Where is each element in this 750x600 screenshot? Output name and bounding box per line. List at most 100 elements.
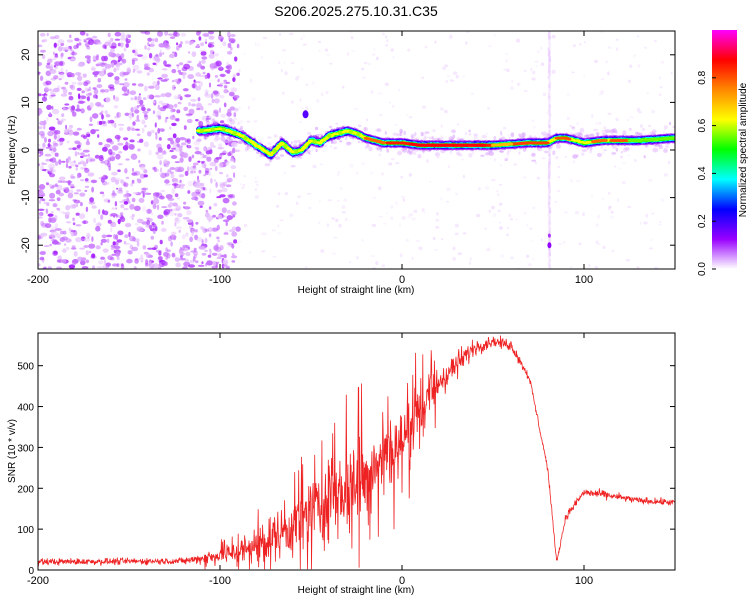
noise-blob — [548, 158, 551, 161]
noise-blob — [530, 67, 533, 72]
noise-blob — [127, 142, 131, 148]
streak-blob — [547, 75, 551, 80]
noise-blob — [217, 252, 222, 258]
noise-blob — [159, 239, 163, 245]
noise-blob — [457, 252, 462, 255]
noise-blob — [158, 250, 162, 256]
noise-blob — [446, 187, 451, 192]
noise-blob — [557, 166, 561, 168]
noise-blob — [147, 131, 152, 137]
noise-blob — [145, 259, 149, 265]
noise-blob — [142, 111, 149, 114]
noise-blob — [191, 221, 194, 227]
noise-blob — [186, 210, 192, 216]
noise-blob — [205, 154, 208, 160]
noise-blob — [638, 111, 642, 114]
noise-blob — [166, 144, 171, 150]
noise-blob — [144, 45, 147, 50]
noise-blob — [223, 140, 230, 143]
noise-blob — [282, 49, 287, 52]
noise-blob — [200, 246, 207, 250]
noise-blob — [596, 133, 599, 137]
noise-blob — [465, 41, 468, 45]
noise-blob — [182, 266, 188, 269]
noise-blob — [187, 180, 194, 187]
noise-blob — [88, 201, 96, 205]
noise-blob — [179, 257, 186, 261]
noise-blob — [348, 261, 351, 264]
noise-blob — [204, 170, 209, 175]
noise-blob — [363, 61, 368, 65]
noise-blob — [200, 106, 204, 111]
noise-blob — [371, 53, 376, 56]
noise-blob — [402, 147, 407, 153]
noise-blob — [448, 136, 454, 141]
noise-blob — [424, 45, 428, 49]
noise-blob — [442, 66, 446, 70]
noise-blob — [262, 36, 268, 40]
noise-blob — [338, 223, 342, 228]
noise-blob — [130, 97, 134, 101]
noise-blob — [555, 156, 559, 160]
noise-blob — [277, 192, 281, 196]
noise-blob — [62, 107, 69, 112]
noise-blob — [581, 152, 585, 156]
streak-blob — [548, 155, 552, 160]
noise-blob — [332, 252, 336, 255]
noise-blob — [566, 116, 570, 120]
noise-blob — [116, 255, 120, 261]
noise-blob — [155, 58, 160, 62]
noise-blob — [114, 76, 120, 81]
noise-blob — [137, 148, 141, 152]
noise-blob — [254, 42, 257, 46]
noise-blob — [106, 238, 110, 243]
noise-blob — [370, 90, 374, 94]
streak-blob — [547, 93, 551, 97]
noise-blob — [217, 239, 220, 243]
noise-blob — [469, 257, 472, 261]
noise-blob — [576, 132, 582, 136]
noise-blob — [137, 257, 145, 261]
noise-blob — [400, 175, 403, 179]
noise-blob — [61, 113, 65, 117]
noise-blob — [238, 240, 242, 243]
noise-blob — [173, 79, 179, 81]
noise-blob — [60, 52, 64, 57]
noise-blob — [171, 68, 177, 74]
noise-blob — [209, 188, 212, 194]
noise-blob — [206, 156, 212, 162]
noise-blob — [246, 145, 249, 150]
noise-blob — [112, 223, 117, 227]
streak-blob — [548, 41, 551, 46]
noise-blob — [378, 215, 384, 218]
streak-blob — [548, 50, 551, 54]
noise-blob — [544, 150, 549, 154]
noise-blob — [196, 237, 203, 242]
noise-blob — [386, 212, 389, 215]
noise-blob — [178, 72, 184, 75]
noise-blob — [203, 147, 206, 151]
noise-blob — [53, 65, 57, 68]
noise-blob — [246, 120, 251, 123]
noise-blob — [220, 120, 225, 124]
noise-blob — [158, 43, 165, 48]
noise-blob — [423, 211, 426, 214]
noise-blob — [293, 140, 298, 144]
noise-blob — [93, 59, 97, 62]
noise-blob — [141, 127, 145, 134]
noise-blob — [116, 263, 120, 268]
noise-blob — [48, 217, 52, 223]
noise-blob — [97, 42, 102, 45]
noise-blob — [505, 53, 508, 56]
noise-blob — [253, 119, 258, 123]
noise-blob — [63, 46, 71, 52]
noise-blob — [49, 148, 53, 151]
noise-blob — [148, 224, 153, 230]
noise-blob — [322, 149, 326, 153]
noise-blob — [123, 82, 130, 88]
noise-blob — [121, 199, 128, 202]
noise-blob — [540, 131, 547, 136]
noise-blob — [330, 140, 333, 144]
noise-blob — [200, 65, 206, 70]
noise-blob — [598, 93, 603, 96]
